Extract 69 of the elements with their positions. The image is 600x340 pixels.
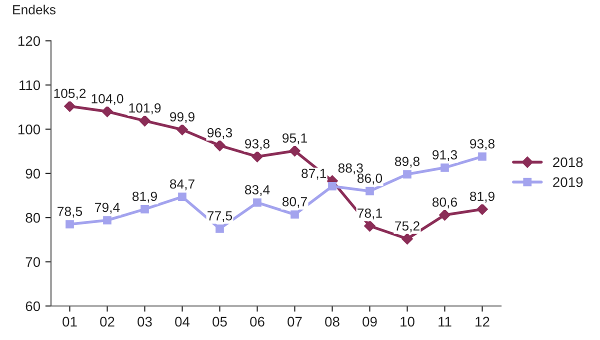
data-label: 87,1 xyxy=(302,168,326,180)
data-label: 81,9 xyxy=(132,192,157,203)
x-tick-label: 09 xyxy=(362,316,377,327)
point xyxy=(328,182,336,190)
legend-label: 2019 xyxy=(553,177,583,188)
data-label: 104,0 xyxy=(92,94,124,105)
x-tick-label: 02 xyxy=(100,316,114,327)
point xyxy=(178,192,186,201)
data-label: 75,2 xyxy=(395,221,420,232)
point xyxy=(214,140,226,152)
point xyxy=(440,163,449,172)
data-label: 96,3 xyxy=(208,128,232,139)
legend-label: 2018 xyxy=(553,157,583,168)
data-label: 99,9 xyxy=(170,112,194,124)
point xyxy=(103,216,112,224)
y-axis-title: Endeks xyxy=(13,4,56,14)
data-label: 88,3 xyxy=(338,163,363,174)
point xyxy=(139,115,150,126)
data-label: 81,9 xyxy=(470,192,494,203)
data-label: 91,3 xyxy=(432,150,458,162)
data-label: 78,5 xyxy=(58,206,82,218)
point xyxy=(64,100,76,112)
y-tick-label: 80 xyxy=(26,212,40,223)
data-label: 93,8 xyxy=(470,139,495,150)
data-label: 105,2 xyxy=(54,88,86,100)
data-label: 80,6 xyxy=(432,197,458,208)
y-tick-label: 90 xyxy=(26,168,40,179)
y-tick-label: 110 xyxy=(19,80,40,90)
point xyxy=(478,152,486,161)
y-tick-label: 120 xyxy=(18,36,40,46)
y-tick-label: 60 xyxy=(26,301,40,312)
point xyxy=(366,186,374,196)
point xyxy=(403,170,412,178)
point xyxy=(252,151,263,162)
point xyxy=(253,198,262,207)
x-tick-label: 06 xyxy=(250,316,264,327)
x-tick-label: 10 xyxy=(400,316,414,327)
point xyxy=(176,124,188,136)
data-label: 89,8 xyxy=(394,156,420,168)
x-tick-label: 05 xyxy=(212,316,227,327)
data-label: 79,4 xyxy=(95,202,120,214)
data-label: 77,5 xyxy=(208,211,232,222)
point xyxy=(439,209,450,221)
x-tick-label: 04 xyxy=(175,316,190,327)
data-label: 84,7 xyxy=(170,179,194,190)
x-tick-label: 11 xyxy=(438,316,452,326)
point xyxy=(364,220,376,232)
x-tick-label: 01 xyxy=(62,316,77,327)
y-tick-label: 70 xyxy=(26,257,40,267)
x-tick-label: 07 xyxy=(288,316,302,327)
point xyxy=(140,205,149,214)
x-tick-label: 12 xyxy=(476,316,490,326)
x-tick-label: 08 xyxy=(325,316,340,327)
y-tick-label: 100 xyxy=(18,124,40,134)
data-label: 101,9 xyxy=(129,103,161,114)
data-label: 95,1 xyxy=(282,133,307,144)
point xyxy=(216,224,224,233)
point xyxy=(476,204,488,215)
point xyxy=(66,220,74,228)
point xyxy=(290,210,299,219)
data-label: 83,4 xyxy=(244,185,270,196)
data-label: 78,1 xyxy=(358,208,382,220)
data-label: 80,7 xyxy=(282,197,307,208)
point xyxy=(102,106,113,118)
x-tick-label: 03 xyxy=(138,316,152,327)
point xyxy=(289,145,300,156)
data-label: 93,8 xyxy=(245,139,270,150)
point xyxy=(402,233,413,244)
data-label: 86,0 xyxy=(357,174,382,184)
